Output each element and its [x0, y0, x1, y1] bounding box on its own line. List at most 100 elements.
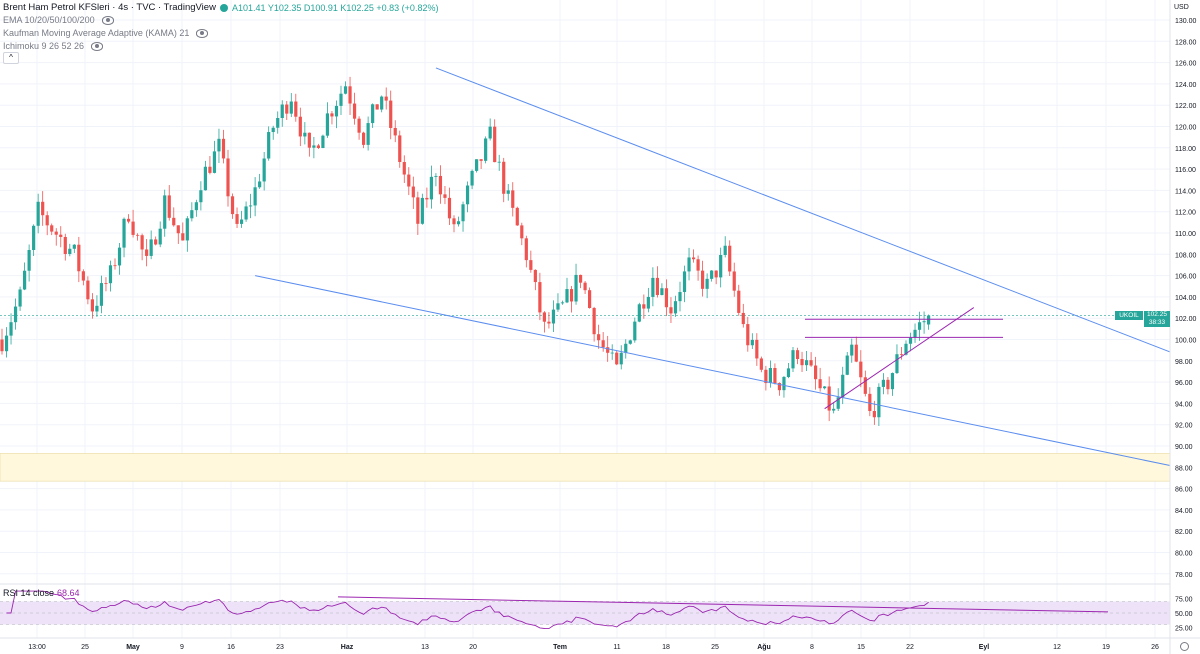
legend-ema[interactable]: EMA 10/20/50/100/200: [3, 15, 114, 25]
candle-body: [280, 104, 284, 119]
bar-countdown: 38:33: [1148, 319, 1166, 326]
candle-body: [696, 259, 700, 271]
candle-body: [637, 304, 641, 322]
price-tick-label: 90.00: [1175, 444, 1193, 451]
candle-body: [352, 103, 357, 119]
price-tick-label: 120.00: [1175, 125, 1197, 132]
candle-body: [529, 260, 533, 270]
candle-body: [560, 302, 565, 304]
candle-body: [691, 257, 696, 260]
collapse-legend-button[interactable]: ^: [3, 52, 19, 64]
price-tick-label: 92.00: [1175, 423, 1193, 430]
candle-body: [294, 101, 298, 117]
candle-body: [917, 322, 922, 330]
time-tick-label: 12: [1053, 644, 1061, 651]
candle-body: [145, 249, 149, 256]
time-axis[interactable]: 13:00 25 May 9 16 23 Haz 13 20 Tem 11 18 25 Ağu 8 15 22 E…: [28, 644, 1159, 651]
candle-body: [4, 335, 9, 352]
drawing-layer[interactable]: [255, 67, 1171, 467]
candle-body: [506, 190, 510, 194]
candle-body: [651, 277, 655, 297]
price-tick-label: 78.00: [1175, 572, 1193, 579]
lower-trendline[interactable]: [255, 275, 1171, 467]
legend-kama[interactable]: Kaufman Moving Average Adaptive (KAMA) 2…: [3, 28, 209, 38]
eye-hidden-icon[interactable]: [91, 41, 104, 51]
time-tick-label: 23: [276, 644, 284, 651]
rsi-divergence-line[interactable]: [337, 596, 1109, 613]
time-tick-label: 13: [421, 644, 429, 651]
time-tick-label: 25: [81, 644, 89, 651]
candle-body: [687, 257, 691, 272]
candle-body: [208, 166, 212, 173]
candle-body: [312, 145, 316, 148]
candle-body: [357, 118, 361, 133]
time-tick-label: May: [126, 644, 140, 651]
candle-body: [728, 245, 732, 272]
candle-body: [54, 231, 58, 235]
candle-body: [158, 228, 162, 245]
price-tick-label: 130.00: [1175, 18, 1197, 25]
candle-body: [854, 344, 858, 362]
candle-body: [235, 214, 239, 224]
legend-main[interactable]: Brent Ham Petrol KFSleri · 4s · TVC · Tr…: [3, 2, 438, 13]
candle-body: [95, 305, 99, 312]
candle-body: [606, 347, 610, 353]
candle-body: [411, 186, 415, 198]
candle-body: [511, 190, 515, 208]
candle-body: [99, 283, 104, 306]
symbol-title[interactable]: Brent Ham Petrol KFSleri · 4s · TVC · Tr…: [3, 2, 216, 13]
candle-body: [565, 289, 569, 303]
candle-body: [298, 116, 302, 137]
candle-body: [732, 271, 736, 291]
candle-body: [63, 236, 67, 254]
plot-background: [0, 0, 1170, 654]
candle-body: [402, 162, 406, 175]
legend-ichimoku[interactable]: Ichimoku 9 26 52 26: [3, 41, 104, 51]
rsi-legend[interactable]: RSI 14 close 68.64: [3, 588, 80, 598]
time-tick-label: 13:00: [28, 644, 46, 651]
candle-body: [149, 239, 153, 256]
candle-body: [588, 290, 592, 308]
candle-body: [438, 175, 443, 195]
candle-body: [714, 270, 718, 278]
candle-body: [0, 339, 4, 352]
candle-body: [827, 386, 831, 411]
candle-body: [755, 339, 759, 359]
candle-body: [578, 274, 583, 283]
rsi-value: 68.64: [57, 588, 80, 598]
candle-body: [68, 248, 72, 254]
candle-body: [786, 368, 791, 378]
candle-body: [868, 393, 872, 412]
candle-body: [764, 369, 768, 384]
price-tick-label: 118.00: [1175, 146, 1196, 153]
candle-body: [655, 277, 659, 296]
candle-body: [172, 217, 176, 226]
rsi-label: RSI 14 close: [3, 588, 55, 598]
candle-body: [890, 373, 895, 390]
candle-body: [497, 161, 501, 163]
candle-body: [86, 280, 90, 300]
time-tick-label: 26: [1151, 644, 1159, 651]
candle-body: [389, 100, 393, 128]
candle-body: [81, 271, 85, 281]
candle-body: [922, 321, 926, 323]
candle-body: [823, 386, 827, 389]
eye-hidden-icon[interactable]: [101, 15, 114, 25]
price-axis[interactable]: 130.00 128.00 126.00 124.00 122.00 120.00 118.…: [1175, 18, 1197, 579]
candle-body: [253, 187, 257, 206]
settings-gear-icon[interactable]: [1180, 642, 1189, 651]
rsi-pane: 75.00 50.00 25.00: [0, 590, 1193, 632]
candle-body: [515, 207, 519, 226]
price-tick-label: 124.00: [1175, 82, 1197, 89]
price-tick-label: 96.00: [1175, 380, 1193, 387]
symbol-price-tag: UKOIL: [1115, 311, 1143, 320]
eye-hidden-icon[interactable]: [196, 28, 209, 38]
candle-body: [384, 96, 388, 101]
rising-support-line[interactable]: [824, 307, 975, 410]
candle-body: [547, 321, 551, 324]
price-tick-label: 100.00: [1175, 338, 1197, 345]
candle-body: [895, 354, 899, 374]
upper-trendline[interactable]: [435, 67, 1171, 353]
candle-body: [117, 247, 122, 266]
